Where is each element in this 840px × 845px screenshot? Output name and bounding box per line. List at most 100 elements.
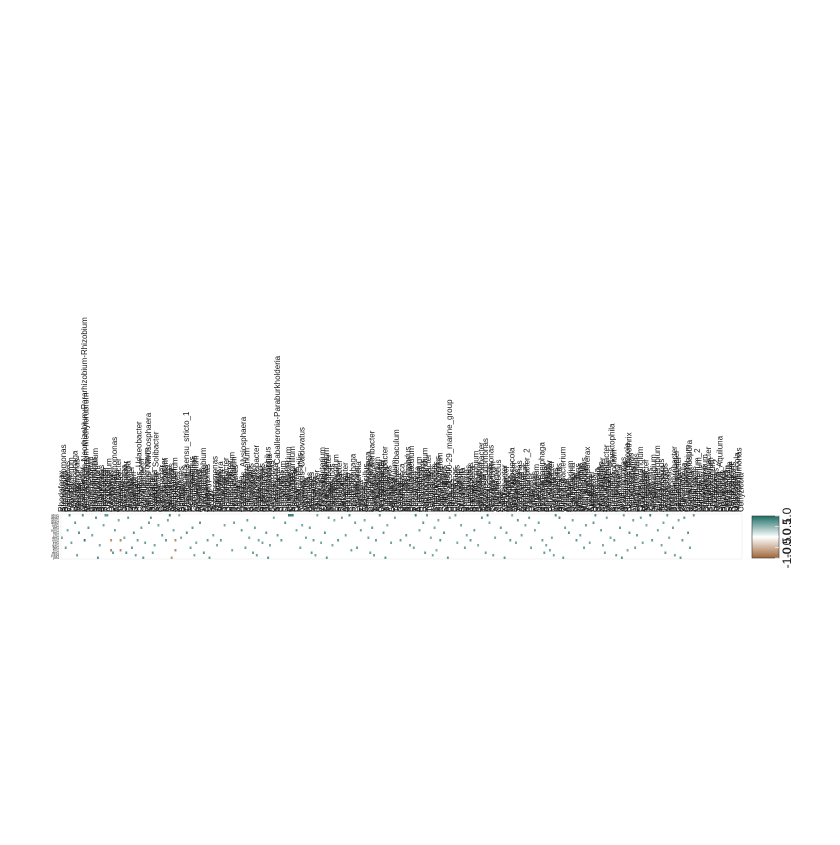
heatmap-cell bbox=[280, 539, 283, 542]
heatmap-cell bbox=[492, 554, 495, 557]
x-tick-label: Allorhizobium-Neorhizobium-Pararhizobium… bbox=[80, 317, 89, 512]
heatmap-cell bbox=[312, 539, 315, 542]
x-tick-label: Conexibacter bbox=[157, 465, 166, 512]
heatmap-cell bbox=[564, 526, 567, 529]
x-tick-label: Sandaracinus bbox=[246, 463, 255, 512]
x-tick-label: Paludibaculum bbox=[390, 459, 399, 512]
heatmap-cell bbox=[123, 536, 126, 539]
x-tick-label: Fimbriimonas bbox=[203, 464, 212, 512]
x-tick-label: Rhodobacter bbox=[127, 466, 136, 512]
heatmap-cell bbox=[448, 516, 451, 519]
heatmap-cell bbox=[469, 539, 472, 542]
x-tick-label: Microvirga bbox=[505, 475, 514, 512]
x-tick-label: Vitreoscilla bbox=[316, 473, 325, 512]
x-tick-label: Rufibacter bbox=[345, 475, 354, 512]
heatmap-cell bbox=[584, 524, 587, 527]
heatmap-cell bbox=[83, 539, 86, 542]
heatmap-cell bbox=[626, 549, 629, 552]
x-tick-label: Aminobacter bbox=[492, 467, 501, 512]
x-tick-label: Emticicia bbox=[356, 479, 365, 512]
x-tick-label: Brachymonas bbox=[555, 463, 564, 512]
x-tick-label: Gallionella bbox=[572, 474, 581, 512]
x-tick-label: Noviherbaspirillum bbox=[288, 446, 297, 512]
x-tick-label: Exiguobacterium bbox=[435, 452, 444, 512]
heatmap-cell bbox=[172, 529, 175, 532]
heatmap-cell bbox=[331, 544, 334, 547]
x-tick-label: Cytophaga bbox=[347, 473, 356, 512]
heatmap-cell bbox=[106, 514, 109, 517]
x-tick-label: Glutamicibacter bbox=[674, 456, 683, 512]
x-tick-label: Pelomonas bbox=[305, 472, 314, 512]
y-axis-labels: aba1aba2ahp1ahp2apr1arf1arm1bri1ctr1det1… bbox=[51, 514, 59, 561]
x-tick-label: Eubacterium bbox=[417, 467, 426, 512]
y-tick-label: bri1 bbox=[53, 531, 59, 535]
x-tick-label: Lysobacter_2 bbox=[519, 464, 528, 512]
x-tick-label: Rubellimicrobium bbox=[471, 450, 480, 512]
heatmap-cell bbox=[257, 539, 260, 542]
x-tick-label: Paenibacillus bbox=[180, 465, 189, 512]
x-tick-label: Methylovorus bbox=[581, 464, 590, 512]
x-tick-label: Candidatus_Alysiosphaera bbox=[239, 416, 248, 512]
heatmap-cell bbox=[520, 534, 523, 537]
heatmap-cell bbox=[412, 546, 415, 549]
x-tick-label: Syntrophus bbox=[400, 472, 409, 512]
x-tick-label: Microlunatus bbox=[628, 467, 637, 512]
heatmap-cell bbox=[195, 541, 198, 544]
x-tick-label: Verrucomicrobium bbox=[142, 447, 151, 512]
x-tick-label: Anaerospora bbox=[413, 466, 422, 512]
x-tick-label: Solirubrobacter bbox=[159, 457, 168, 512]
heatmap-cell bbox=[443, 531, 446, 534]
x-tick-label: MND1 bbox=[207, 489, 216, 512]
heatmap-cell bbox=[134, 554, 137, 557]
heatmap-cell bbox=[178, 514, 181, 517]
x-tick-label: Roseateles bbox=[307, 472, 316, 512]
heatmap-cell bbox=[61, 536, 63, 539]
x-tick-label: Isoptericola bbox=[687, 471, 696, 512]
x-tick-label: Solitalea bbox=[326, 481, 335, 512]
heatmap-cell bbox=[113, 529, 116, 532]
x-tick-label: Tabrizicola bbox=[479, 474, 488, 512]
x-tick-label: Pontimonas bbox=[611, 470, 620, 512]
colorbar-tick-label: 0.0 bbox=[780, 528, 794, 545]
x-tick-label: Intrasporangium bbox=[649, 454, 658, 512]
x-tick-label: Pontibacter bbox=[343, 471, 352, 512]
x-tick-label: Methylobacillus bbox=[579, 457, 588, 512]
heatmap-cell bbox=[422, 521, 425, 524]
x-tick-label: Aquincola bbox=[303, 476, 312, 512]
x-tick-label: Flavobacterium bbox=[67, 457, 76, 512]
heatmap-cell bbox=[543, 551, 546, 554]
heatmap-cell bbox=[337, 539, 340, 542]
y-tick-label: ein2 bbox=[52, 539, 59, 543]
x-tick-label: Nitrospira bbox=[146, 477, 155, 512]
x-tick-label: Tumebacillus bbox=[184, 465, 193, 512]
x-tick-label: Rothia bbox=[668, 488, 677, 512]
x-tick-label: Pseudonocardia bbox=[265, 454, 274, 512]
x-tick-label: Humibacter bbox=[717, 471, 726, 512]
x-tick-label: Solibacillus bbox=[441, 472, 450, 512]
heatmap-cell bbox=[426, 514, 428, 517]
heatmap-cells bbox=[61, 514, 695, 559]
x-tick-label: Hyphomicrobium bbox=[227, 452, 236, 512]
heatmap-cell bbox=[323, 531, 326, 534]
heatmap-cell bbox=[359, 529, 362, 532]
x-tick-label: Methylophilus bbox=[577, 463, 586, 512]
x-tick-label: Rhizobacter bbox=[103, 469, 112, 512]
x-tick-label: Piscinibacter bbox=[101, 466, 110, 512]
x-tick-label: Mucilaginibacter bbox=[324, 454, 333, 512]
x-tick-label: Inhella bbox=[314, 488, 323, 512]
x-tick-label: Methyloversatilis bbox=[296, 453, 305, 512]
x-tick-label: Turicibacter bbox=[426, 470, 435, 512]
x-tick-label: Flavitalea bbox=[330, 477, 339, 512]
x-tick-label: Hyphomonas bbox=[453, 465, 462, 512]
heatmap-cell bbox=[433, 526, 436, 529]
x-tick-label: Syntrophorhabdus bbox=[403, 447, 412, 512]
x-tick-label: Caulobacter bbox=[87, 469, 96, 512]
heatmap-cell bbox=[683, 516, 686, 519]
x-tick-label: Curvibacter bbox=[587, 471, 596, 512]
x-tick-label: Phenylobacterium bbox=[243, 448, 252, 512]
x-tick-label: Polyangium bbox=[248, 470, 257, 512]
heatmap-cell bbox=[414, 514, 417, 517]
heatmap-cell bbox=[583, 546, 585, 549]
heatmap-cell bbox=[594, 514, 597, 517]
x-tick-label: Candidatus_Aquiluna bbox=[715, 435, 724, 512]
